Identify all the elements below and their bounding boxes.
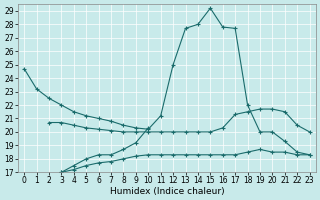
X-axis label: Humidex (Indice chaleur): Humidex (Indice chaleur) xyxy=(109,187,224,196)
